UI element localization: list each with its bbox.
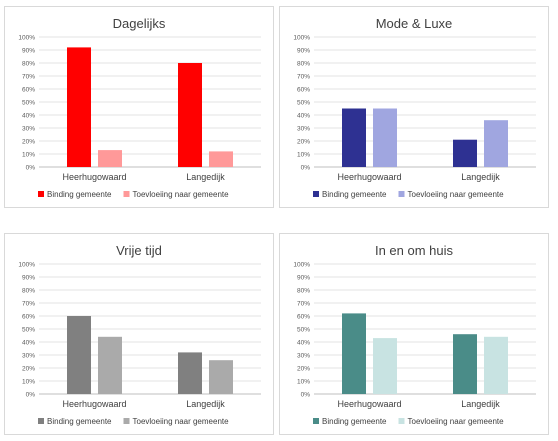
y-tick-label: 100%: [18, 262, 35, 269]
x-category-label: Langedijk: [186, 399, 225, 409]
bar: [178, 352, 202, 394]
y-tick-label: 100%: [293, 262, 310, 269]
legend-label: Binding gemeente: [47, 190, 112, 199]
x-category-label: Langedijk: [461, 172, 500, 182]
chart-svg: 0% 10% 20% 30% 40% 50% 60% 70% 80% 90% 100% Heerhug…: [18, 262, 261, 426]
y-tick-label: 50%: [22, 327, 35, 334]
x-category-label: Langedijk: [186, 172, 225, 182]
y-tick-label: 30%: [22, 353, 35, 360]
y-tick-label: 70%: [22, 74, 35, 81]
chart-panel-vrije-tijd: Vrije tijd 0% 10% 20% 30% 40% 50% 60% 70% 80% 90%…: [4, 233, 274, 435]
y-tick-label: 20%: [22, 139, 35, 146]
legend-swatch: [123, 418, 130, 424]
chart-panel-dagelijks: Dagelijks 0% 10% 20% 30% 40% 50% 60% 70% 80% 90% 1…: [4, 6, 274, 208]
y-tick-label: 70%: [297, 301, 310, 308]
legend-swatch: [313, 191, 319, 197]
bar: [209, 151, 233, 167]
y-tick-label: 90%: [22, 275, 35, 282]
y-tick-label: 10%: [297, 379, 310, 386]
y-tick-label: 80%: [297, 61, 310, 68]
legend-label: Binding gemeente: [47, 417, 112, 426]
y-tick-label: 50%: [297, 327, 310, 334]
y-tick-label: 40%: [297, 340, 310, 347]
y-tick-label: 60%: [22, 314, 35, 321]
y-tick-label: 40%: [22, 340, 35, 347]
chart-title: Dagelijks: [112, 16, 166, 31]
y-tick-label: 30%: [297, 353, 310, 360]
y-tick-label: 80%: [297, 288, 310, 295]
legend-label: Toevloeiing naar gemeente: [133, 190, 230, 199]
chart-title: In en om huis: [374, 243, 454, 258]
chart-svg: 0% 10% 20% 30% 40% 50% 60% 70% 80% 90% 100% Heerhug…: [293, 35, 536, 199]
bar: [342, 108, 366, 167]
bar: [453, 334, 477, 394]
y-tick-label: 100%: [18, 35, 35, 42]
y-tick-label: 20%: [297, 366, 310, 373]
y-tick-label: 0%: [26, 165, 36, 172]
x-category-label: Heerhugowaard: [62, 172, 126, 182]
y-tick-label: 70%: [22, 301, 35, 308]
y-tick-label: 60%: [297, 314, 310, 321]
bar: [373, 338, 397, 394]
bar: [178, 63, 202, 167]
legend-swatch: [313, 418, 319, 424]
chart-title: Vrije tijd: [116, 243, 162, 258]
bar: [484, 120, 508, 167]
y-tick-label: 70%: [297, 74, 310, 81]
y-tick-label: 30%: [297, 126, 310, 133]
legend-label: Toevloeiing naar gemeente: [408, 417, 505, 426]
legend-swatch: [38, 418, 44, 424]
legend-label: Toevloeiing naar gemeente: [408, 190, 505, 199]
legend-swatch: [123, 191, 130, 197]
y-tick-label: 50%: [22, 100, 35, 107]
y-tick-label: 0%: [26, 392, 36, 399]
bar: [342, 313, 366, 394]
y-tick-label: 20%: [297, 139, 310, 146]
y-tick-label: 10%: [22, 152, 35, 159]
y-tick-label: 10%: [297, 152, 310, 159]
bar: [373, 108, 397, 167]
x-category-label: Heerhugowaard: [337, 172, 401, 182]
legend-swatch: [38, 191, 44, 197]
chart-panel-mode-luxe: Mode & Luxe 0% 10% 20% 30% 40% 50% 60% 70% 80% 90…: [279, 6, 549, 208]
y-tick-label: 60%: [297, 87, 310, 94]
chart-svg: 0% 10% 20% 30% 40% 50% 60% 70% 80% 90% 100% Heerhug…: [293, 262, 536, 426]
y-tick-label: 40%: [297, 113, 310, 120]
y-tick-label: 90%: [297, 275, 310, 282]
y-tick-label: 80%: [22, 61, 35, 68]
bar: [67, 47, 91, 167]
y-tick-label: 90%: [297, 48, 310, 55]
bar: [453, 139, 477, 167]
y-tick-label: 100%: [293, 35, 310, 42]
y-tick-label: 30%: [22, 126, 35, 133]
legend-label: Toevloeiing naar gemeente: [133, 417, 230, 426]
x-category-label: Heerhugowaard: [337, 399, 401, 409]
bar: [484, 336, 508, 394]
bar: [209, 360, 233, 394]
chart-panel-in-en-om-huis: In en om huis 0% 10% 20% 30% 40% 50% 60% 70% 80%…: [279, 233, 549, 435]
chart-svg: 0% 10% 20% 30% 40% 50% 60% 70% 80% 90% 100% Heerhug…: [18, 35, 261, 199]
y-tick-label: 90%: [22, 48, 35, 55]
x-category-label: Heerhugowaard: [62, 399, 126, 409]
legend-swatch: [398, 191, 405, 197]
y-tick-label: 0%: [301, 165, 311, 172]
chart-title: Mode & Luxe: [375, 16, 453, 31]
y-tick-label: 40%: [22, 113, 35, 120]
legend-label: Binding gemeente: [322, 417, 387, 426]
y-tick-label: 20%: [22, 366, 35, 373]
y-tick-label: 80%: [22, 288, 35, 295]
y-tick-label: 0%: [301, 392, 311, 399]
legend-label: Binding gemeente: [322, 190, 387, 199]
y-tick-label: 10%: [22, 379, 35, 386]
bar: [98, 150, 122, 167]
legend-swatch: [398, 418, 405, 424]
bar: [67, 316, 91, 394]
y-tick-label: 50%: [297, 100, 310, 107]
bar: [98, 336, 122, 394]
x-category-label: Langedijk: [461, 399, 500, 409]
y-tick-label: 60%: [22, 87, 35, 94]
